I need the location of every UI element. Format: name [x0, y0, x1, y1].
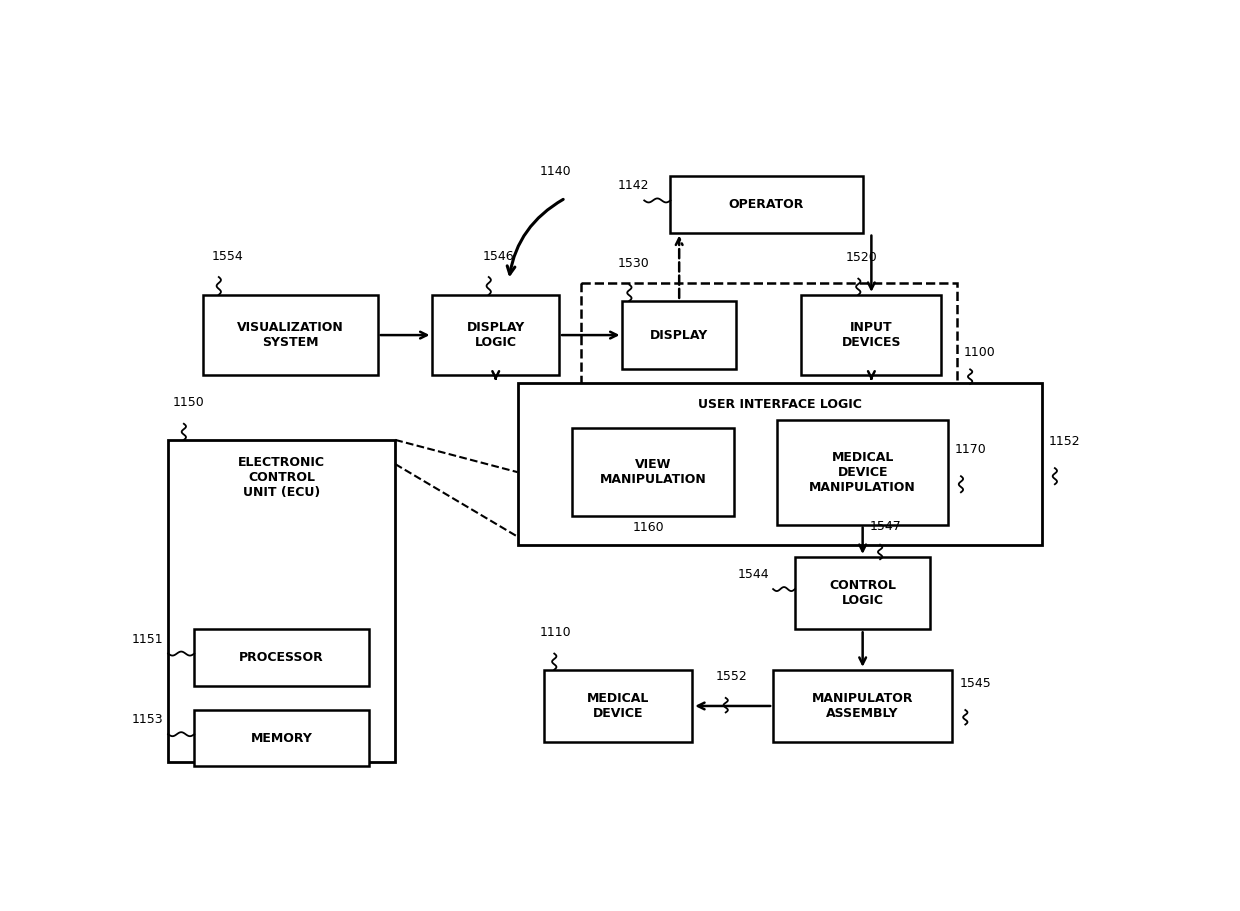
- Bar: [671, 176, 863, 232]
- Bar: [195, 630, 370, 686]
- Text: DISPLAY
LOGIC: DISPLAY LOGIC: [466, 321, 525, 349]
- Bar: [801, 295, 941, 375]
- Text: MEMORY: MEMORY: [250, 732, 312, 744]
- Text: 1153: 1153: [131, 713, 162, 726]
- Bar: [582, 282, 957, 448]
- Bar: [203, 295, 378, 375]
- Text: 1544: 1544: [738, 568, 770, 581]
- Text: CONTROL
LOGIC: CONTROL LOGIC: [830, 579, 897, 607]
- Text: MANIPULATOR
ASSEMBLY: MANIPULATOR ASSEMBLY: [812, 692, 914, 720]
- Bar: [572, 428, 734, 517]
- Text: MEDICAL
DEVICE: MEDICAL DEVICE: [587, 692, 650, 720]
- Text: DISPLAY: DISPLAY: [650, 329, 708, 342]
- Text: 1547: 1547: [869, 519, 901, 533]
- Text: 1170: 1170: [955, 443, 987, 456]
- Text: 1554: 1554: [212, 250, 243, 262]
- Text: PROCESSOR: PROCESSOR: [239, 651, 324, 664]
- Bar: [773, 670, 952, 742]
- Text: 1160: 1160: [632, 520, 665, 534]
- Bar: [544, 670, 692, 742]
- Text: 1552: 1552: [715, 670, 746, 683]
- Text: 1140: 1140: [539, 165, 570, 178]
- Bar: [795, 557, 930, 630]
- Text: 1110: 1110: [539, 626, 572, 639]
- Bar: [169, 440, 396, 763]
- Text: OPERATOR: OPERATOR: [729, 198, 805, 211]
- Text: 1530: 1530: [618, 257, 650, 271]
- Text: 1152: 1152: [1049, 435, 1080, 448]
- Text: 1142: 1142: [618, 179, 650, 192]
- Text: 1545: 1545: [960, 677, 991, 690]
- Bar: [622, 301, 737, 369]
- Text: INPUT
DEVICES: INPUT DEVICES: [842, 321, 901, 349]
- Text: VISUALIZATION
SYSTEM: VISUALIZATION SYSTEM: [237, 321, 343, 349]
- Text: 1151: 1151: [131, 632, 162, 646]
- Text: MEDICAL
DEVICE
MANIPULATION: MEDICAL DEVICE MANIPULATION: [810, 451, 916, 494]
- Bar: [433, 295, 559, 375]
- Text: USER INTERFACE LOGIC: USER INTERFACE LOGIC: [698, 398, 862, 411]
- Text: 1150: 1150: [172, 396, 205, 409]
- Text: 1546: 1546: [482, 250, 515, 262]
- Text: ELECTRONIC
CONTROL
UNIT (ECU): ELECTRONIC CONTROL UNIT (ECU): [238, 456, 325, 499]
- Text: VIEW
MANIPULATION: VIEW MANIPULATION: [600, 458, 707, 486]
- Bar: [777, 420, 947, 525]
- Bar: [195, 710, 370, 766]
- Text: 1520: 1520: [846, 251, 877, 264]
- Bar: [517, 384, 1042, 545]
- Text: 1100: 1100: [963, 346, 996, 359]
